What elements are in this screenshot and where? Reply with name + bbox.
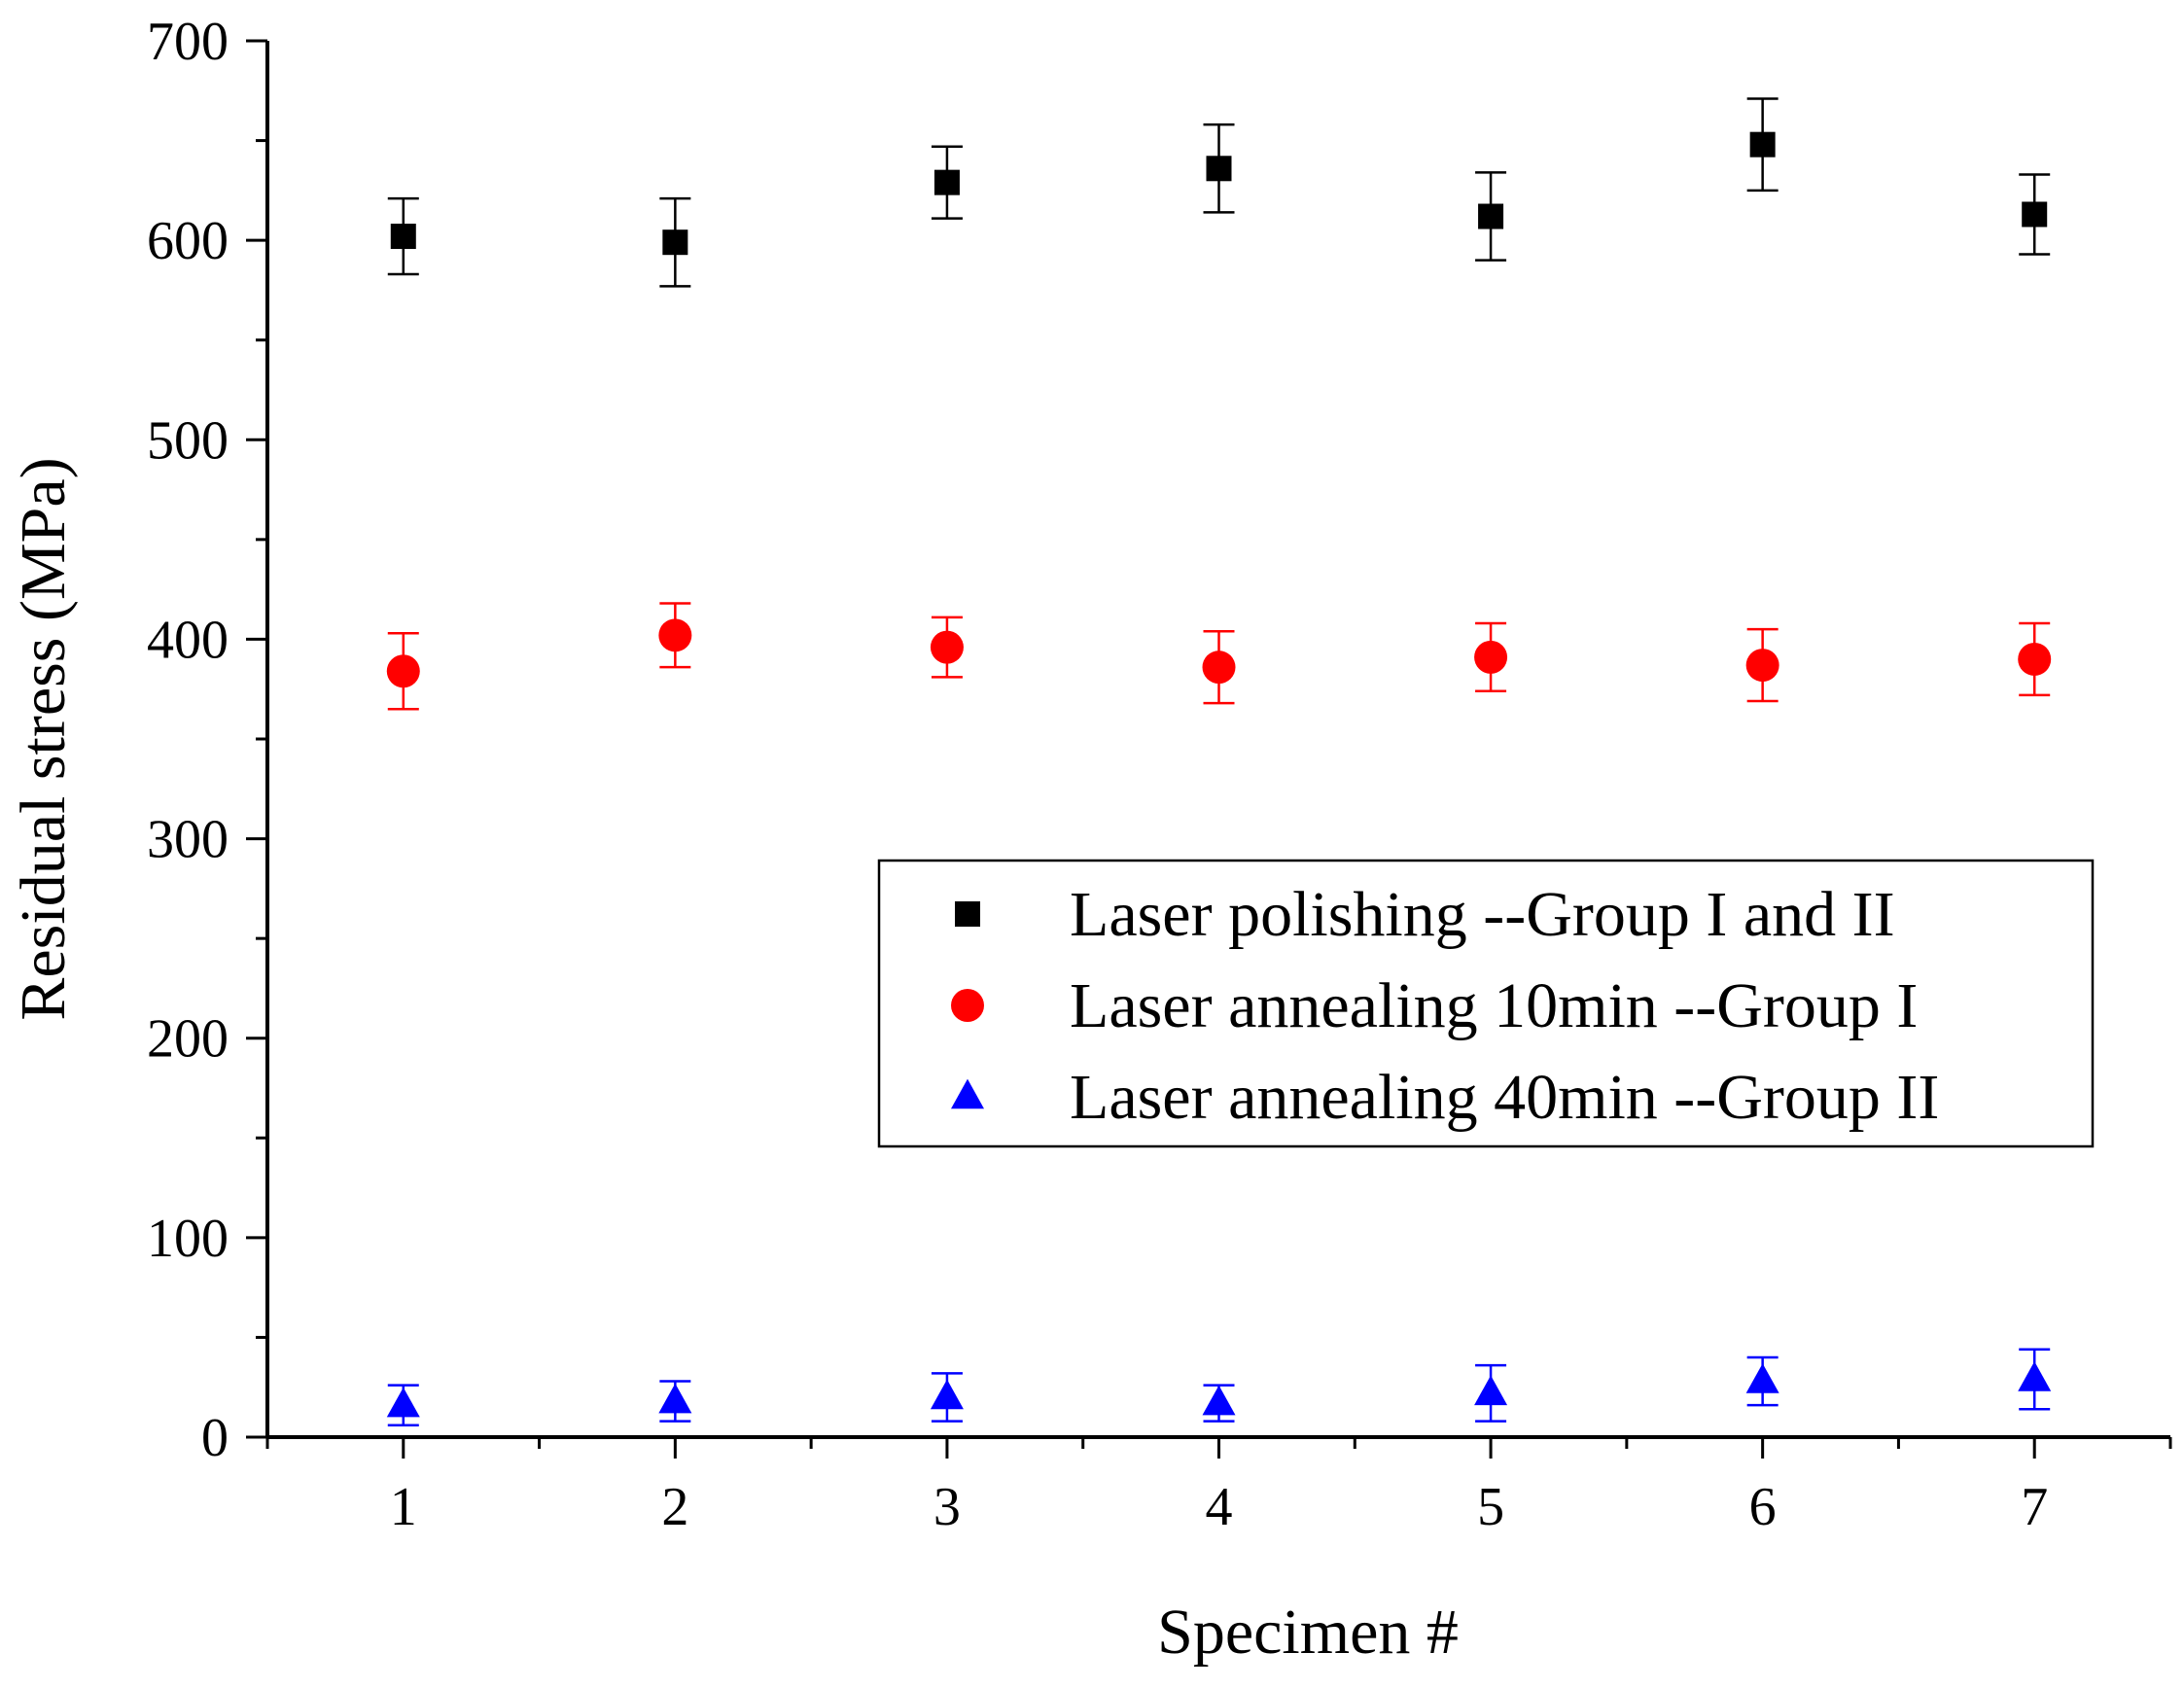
data-point xyxy=(2022,201,2048,228)
legend-marker xyxy=(951,989,984,1022)
data-point xyxy=(662,229,688,256)
legend: Laser polishing --Group I and II Laser an… xyxy=(877,859,2095,1148)
data-point xyxy=(386,654,420,688)
data-point xyxy=(1474,1375,1508,1406)
y-tick-label: 300 xyxy=(147,810,229,870)
x-axis-title: Specimen # xyxy=(1157,1597,1459,1668)
data-point xyxy=(933,169,960,195)
data-point xyxy=(1206,156,1232,182)
data-point xyxy=(1474,640,1508,674)
data-marks xyxy=(386,97,2052,1426)
data-point xyxy=(930,630,964,664)
data-point xyxy=(386,1387,420,1418)
data-point xyxy=(390,224,416,250)
y-tick-label: 100 xyxy=(147,1209,229,1269)
legend-marker xyxy=(951,1078,984,1109)
legend-box xyxy=(877,859,2095,1148)
x-tick-label: 4 xyxy=(1206,1477,1233,1537)
y-tick-label: 600 xyxy=(147,211,229,271)
legend-label: Laser annealing 40min --Group II xyxy=(1070,1062,1939,1133)
data-point xyxy=(1202,651,1236,685)
y-tick-label: 500 xyxy=(147,410,229,471)
data-point xyxy=(2018,642,2052,676)
y-tick-label: 0 xyxy=(201,1408,229,1468)
data-point xyxy=(1745,1363,1779,1393)
data-point xyxy=(2018,1361,2052,1391)
data-point xyxy=(1202,1385,1236,1416)
x-tick-label: 7 xyxy=(2021,1477,2048,1537)
x-tick-label: 2 xyxy=(661,1477,688,1537)
data-point xyxy=(930,1379,964,1410)
data-point xyxy=(1478,203,1504,229)
x-tick-label: 5 xyxy=(1477,1477,1504,1537)
x-tick-label: 6 xyxy=(1749,1477,1777,1537)
data-point xyxy=(658,1383,692,1414)
data-point xyxy=(1745,649,1779,683)
y-tick-label: 400 xyxy=(147,610,229,670)
series-1 xyxy=(387,97,2051,288)
y-axis-title: Residual stress (MPa) xyxy=(8,457,79,1020)
y-tick-label: 200 xyxy=(147,1009,229,1070)
axes: 0 100 200 300 400 500 600 700 1 2 3 4 5 6 7 xyxy=(147,12,2172,1537)
series-2 xyxy=(386,602,2052,711)
y-tick-label: 700 xyxy=(147,12,229,72)
legend-marker xyxy=(955,901,980,927)
data-point xyxy=(1749,131,1776,158)
data-point xyxy=(658,618,692,652)
legend-label: Laser annealing 10min --Group I xyxy=(1070,970,1918,1041)
x-tick-label: 1 xyxy=(390,1477,417,1537)
series-3 xyxy=(386,1348,2052,1426)
legend-label: Laser polishing --Group I and II xyxy=(1070,879,1895,950)
x-tick-label: 3 xyxy=(933,1477,961,1537)
